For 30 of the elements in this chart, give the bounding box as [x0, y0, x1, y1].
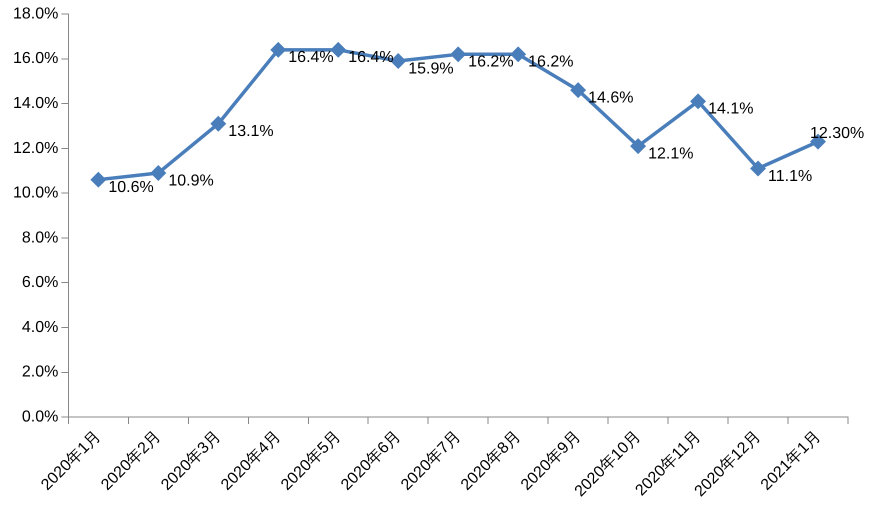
- y-tick-label: 14.0%: [12, 94, 58, 112]
- y-tick-label: 18.0%: [12, 5, 58, 22]
- data-label: 14.1%: [708, 100, 754, 118]
- y-tick-label: 16.0%: [12, 50, 58, 68]
- point: [750, 161, 766, 176]
- point: [211, 116, 226, 131]
- data-label: 12.1%: [648, 146, 694, 163]
- y-tick-label: 0.0%: [22, 408, 58, 426]
- y-tick-label: 4.0%: [22, 318, 58, 336]
- point: [630, 138, 646, 154]
- y-tick-label: 12.0%: [12, 140, 58, 157]
- y-tick-label: 6.0%: [22, 274, 58, 292]
- y-tick-label: 8.0%: [22, 229, 58, 246]
- point: [151, 166, 166, 180]
- data-label: 16.4%: [288, 49, 334, 66]
- data-label: 13.1%: [228, 123, 274, 140]
- data-label: 14.6%: [588, 90, 634, 107]
- point: [570, 82, 586, 98]
- data-label: 10.9%: [168, 172, 214, 190]
- data-label: 11.1%: [768, 168, 812, 185]
- data-label: 10.6%: [108, 179, 154, 196]
- y-tick-label: 10.0%: [12, 184, 58, 202]
- data-label: 15.9%: [408, 60, 454, 78]
- data-label: 16.2%: [468, 54, 514, 71]
- data-label: 12.30%: [810, 125, 864, 142]
- point: [450, 47, 466, 62]
- point: [91, 172, 106, 187]
- point: [271, 42, 286, 58]
- point: [690, 94, 706, 109]
- y-tick-label: 2.0%: [22, 364, 58, 381]
